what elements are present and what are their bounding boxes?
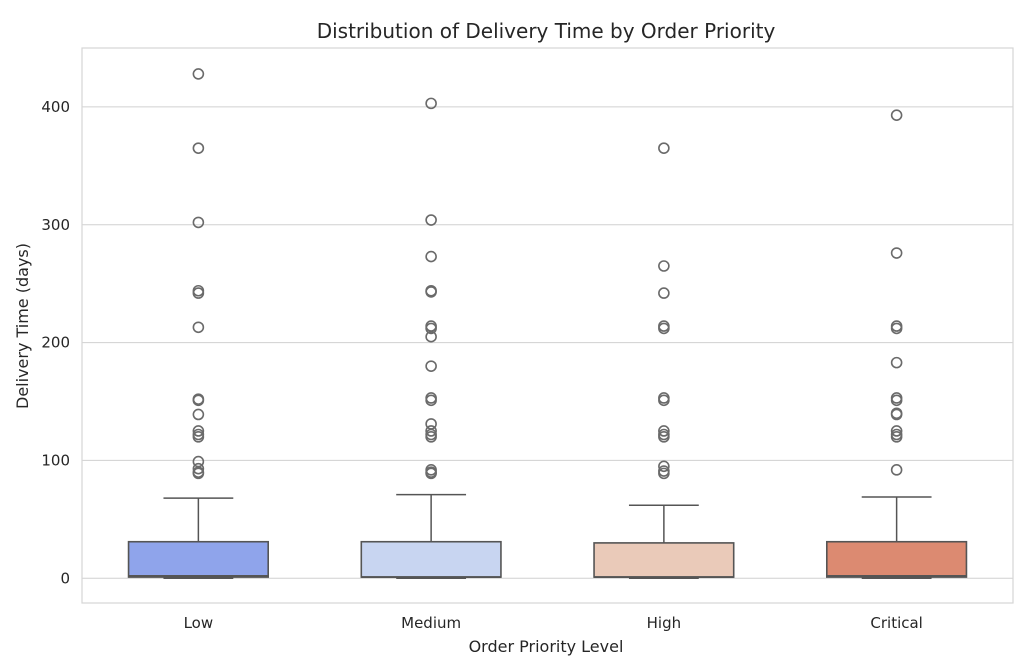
x-tick-labels: Low Medium High Critical <box>184 614 923 632</box>
outlier-point <box>658 287 670 299</box>
boxes <box>127 493 968 580</box>
outlier-point <box>658 460 670 473</box>
outlier-point <box>425 286 437 298</box>
outlier-point <box>658 394 670 407</box>
outlier-point <box>658 467 670 480</box>
y-tick-label: 300 <box>41 216 70 234</box>
gridlines <box>82 106 1013 579</box>
outlier-point <box>192 394 205 407</box>
outlier-point <box>890 109 903 121</box>
y-tick-label: 400 <box>41 98 70 116</box>
y-tick-label: 200 <box>41 334 70 352</box>
outlier-point <box>192 408 205 421</box>
outlier-point <box>192 462 205 475</box>
box-low <box>127 540 269 578</box>
outlier-point <box>425 360 437 372</box>
y-tick-labels: 0 100 200 300 400 <box>41 98 70 587</box>
outlier-point <box>658 142 670 154</box>
outlier-point <box>192 287 205 299</box>
outlier-point <box>890 431 903 443</box>
x-tick-label: Critical <box>870 614 922 632</box>
outlier-point <box>425 467 437 480</box>
outlier-point <box>425 250 437 263</box>
box-critical <box>825 540 968 578</box>
outlier-point <box>890 464 903 476</box>
outlier-point <box>890 247 903 259</box>
outlier-point <box>425 214 437 226</box>
y-tick-label: 100 <box>41 451 70 469</box>
box-medium <box>360 540 502 578</box>
outlier-point <box>658 431 670 443</box>
outliers <box>192 68 903 480</box>
outlier-point <box>192 321 205 334</box>
outlier-point <box>192 68 205 80</box>
outlier-point <box>192 142 205 154</box>
outlier-point <box>658 425 670 437</box>
y-tick-label: 0 <box>60 569 70 587</box>
outlier-point <box>890 322 903 335</box>
outlier-point <box>425 394 437 407</box>
outlier-point <box>425 330 437 343</box>
outlier-point <box>425 425 437 437</box>
outlier-point <box>192 216 205 229</box>
x-tick-label: High <box>647 614 681 632</box>
x-axis-label: Order Priority Level <box>469 637 624 656</box>
outlier-point <box>192 431 205 443</box>
outlier-point <box>425 97 437 110</box>
outlier-point <box>890 394 903 407</box>
outlier-point <box>425 431 437 443</box>
outlier-point <box>890 356 903 369</box>
box-high <box>593 542 735 578</box>
x-tick-label: Low <box>184 614 214 632</box>
outlier-point <box>192 425 205 437</box>
outlier-point <box>658 260 670 272</box>
y-axis-label: Delivery Time (days) <box>13 243 32 409</box>
x-tick-label: Medium <box>401 614 461 632</box>
outlier-point <box>890 408 903 421</box>
outlier-point <box>890 425 903 437</box>
outlier-point <box>192 467 205 480</box>
outlier-point <box>425 322 437 335</box>
outlier-point <box>658 322 670 335</box>
chart-title: Distribution of Delivery Time by Order P… <box>317 19 776 43</box>
plot-area-frame <box>81 47 1014 604</box>
